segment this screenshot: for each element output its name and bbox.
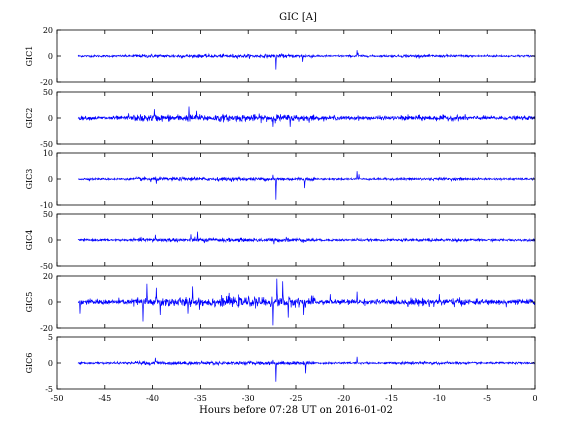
y-tick-label: 50 [43,88,53,97]
x-tick-label: -20 [337,394,350,403]
panel-1: -20 0 20 GIC1 [25,26,536,87]
panel-3: -10 0 10 GIC3 [25,149,536,210]
panel-5: -20 0 20 GIC5 [25,272,536,333]
x-tick-label: -15 [385,394,398,403]
y-axis-label-gic2: GIC2 [25,108,34,129]
series-line-gic5 [77,278,536,326]
y-tick-label: 0 [48,298,53,307]
y-tick-label: 5 [48,333,53,342]
x-tick-label: -10 [433,394,446,403]
x-tick-label: -50 [51,394,64,403]
y-axis-label-gic1: GIC1 [25,46,34,67]
y-tick-label: -50 [40,140,53,149]
panel-2: -50 0 50 GIC2 [25,88,536,149]
y-tick-label: 0 [48,175,53,184]
x-tick-label: -40 [146,394,159,403]
x-tick-label: 0 [532,394,537,403]
x-axis-label: Hours before 07:28 UT on 2016-01-02 [199,405,393,416]
x-tick-label: -25 [290,394,303,403]
series-line-gic4 [77,231,536,245]
y-tick-label: -20 [40,78,53,87]
panel-4: -50 0 50 GIC4 [25,210,536,271]
y-tick-label: -5 [45,385,53,394]
x-axis: -50 -45 -40 -35 -30 -25 -20 -15 -10 -5 0 [51,394,538,403]
y-tick-label: 0 [48,359,53,368]
y-tick-label: 50 [43,210,53,219]
y-tick-label: 10 [43,149,53,158]
y-axis-label-gic5: GIC5 [25,292,34,313]
panel-6: -5 0 5 GIC6 [25,333,536,394]
y-tick-label: 20 [43,272,53,281]
series-line-gic3 [78,171,536,200]
y-axis-label-gic4: GIC4 [25,230,34,251]
y-axis-label-gic3: GIC3 [25,169,34,190]
y-tick-label: -10 [40,201,53,210]
y-tick-label: 0 [48,114,53,123]
series-line-gic1 [77,50,536,70]
series-line-gic6 [77,356,536,382]
y-tick-label: -50 [40,262,53,271]
x-tick-label: -35 [194,394,207,403]
x-tick-label: -45 [98,394,111,403]
y-tick-label: -20 [40,324,53,333]
y-tick-label: 0 [48,52,53,61]
y-tick-label: 0 [48,236,53,245]
x-tick-label: -5 [483,394,491,403]
y-tick-label: 20 [43,26,53,35]
panels: -20020GIC1-50050GIC2-10010GIC3-50050GIC4… [25,26,536,394]
chart-title: GIC [A] [279,12,317,23]
x-tick-label: -30 [242,394,255,403]
series-line-gic2 [77,106,536,127]
y-axis-label-gic6: GIC6 [25,353,34,374]
